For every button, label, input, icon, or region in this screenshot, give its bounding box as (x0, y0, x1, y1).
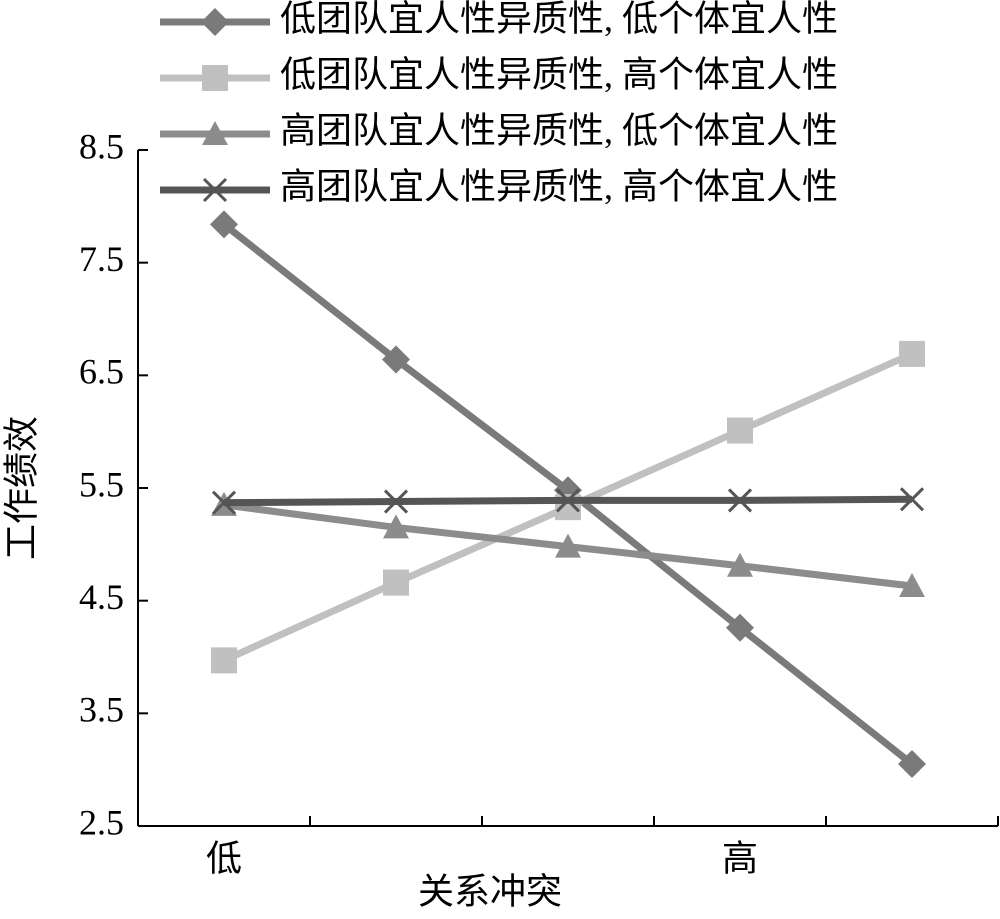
data-point (898, 750, 926, 779)
x-tick-label: 高 (722, 838, 758, 878)
data-point (899, 573, 925, 598)
data-point (383, 514, 409, 539)
data-point (383, 569, 409, 596)
data-point (899, 340, 925, 367)
data-point (555, 488, 581, 513)
legend-label: 低团队宜人性异质性, 高个体宜人性 (280, 54, 838, 94)
legend-marker (201, 8, 229, 36)
y-tick-label: 3.5 (79, 690, 124, 730)
legend-marker (202, 177, 228, 203)
x-tick-label: 低 (206, 838, 242, 878)
y-tick-label: 8.5 (79, 126, 124, 166)
legend-marker (202, 65, 228, 91)
legend-label: 高团队宜人性异质性, 低个体宜人性 (280, 110, 838, 150)
data-point (211, 490, 237, 515)
y-tick-label: 2.5 (79, 802, 124, 842)
y-tick-label: 7.5 (79, 239, 124, 279)
legend-label: 低团队宜人性异质性, 低个体宜人性 (280, 0, 838, 38)
y-tick-label: 6.5 (79, 352, 124, 392)
y-tick-label: 5.5 (79, 464, 124, 504)
data-point (727, 552, 753, 577)
data-point (211, 647, 237, 674)
legend-marker (202, 121, 228, 145)
x-axis-title: 关系冲突 (418, 871, 562, 911)
data-point (555, 533, 581, 558)
y-tick-label: 4.5 (79, 577, 124, 617)
legend-label: 高团队宜人性异质性, 高个体宜人性 (280, 166, 838, 206)
y-axis-title: 工作绩效 (1, 416, 41, 560)
data-point (726, 613, 754, 642)
data-point (383, 489, 409, 514)
data-point (382, 345, 410, 374)
data-point (210, 210, 238, 239)
data-point (899, 487, 925, 512)
data-point (727, 417, 753, 444)
data-point (727, 488, 753, 513)
